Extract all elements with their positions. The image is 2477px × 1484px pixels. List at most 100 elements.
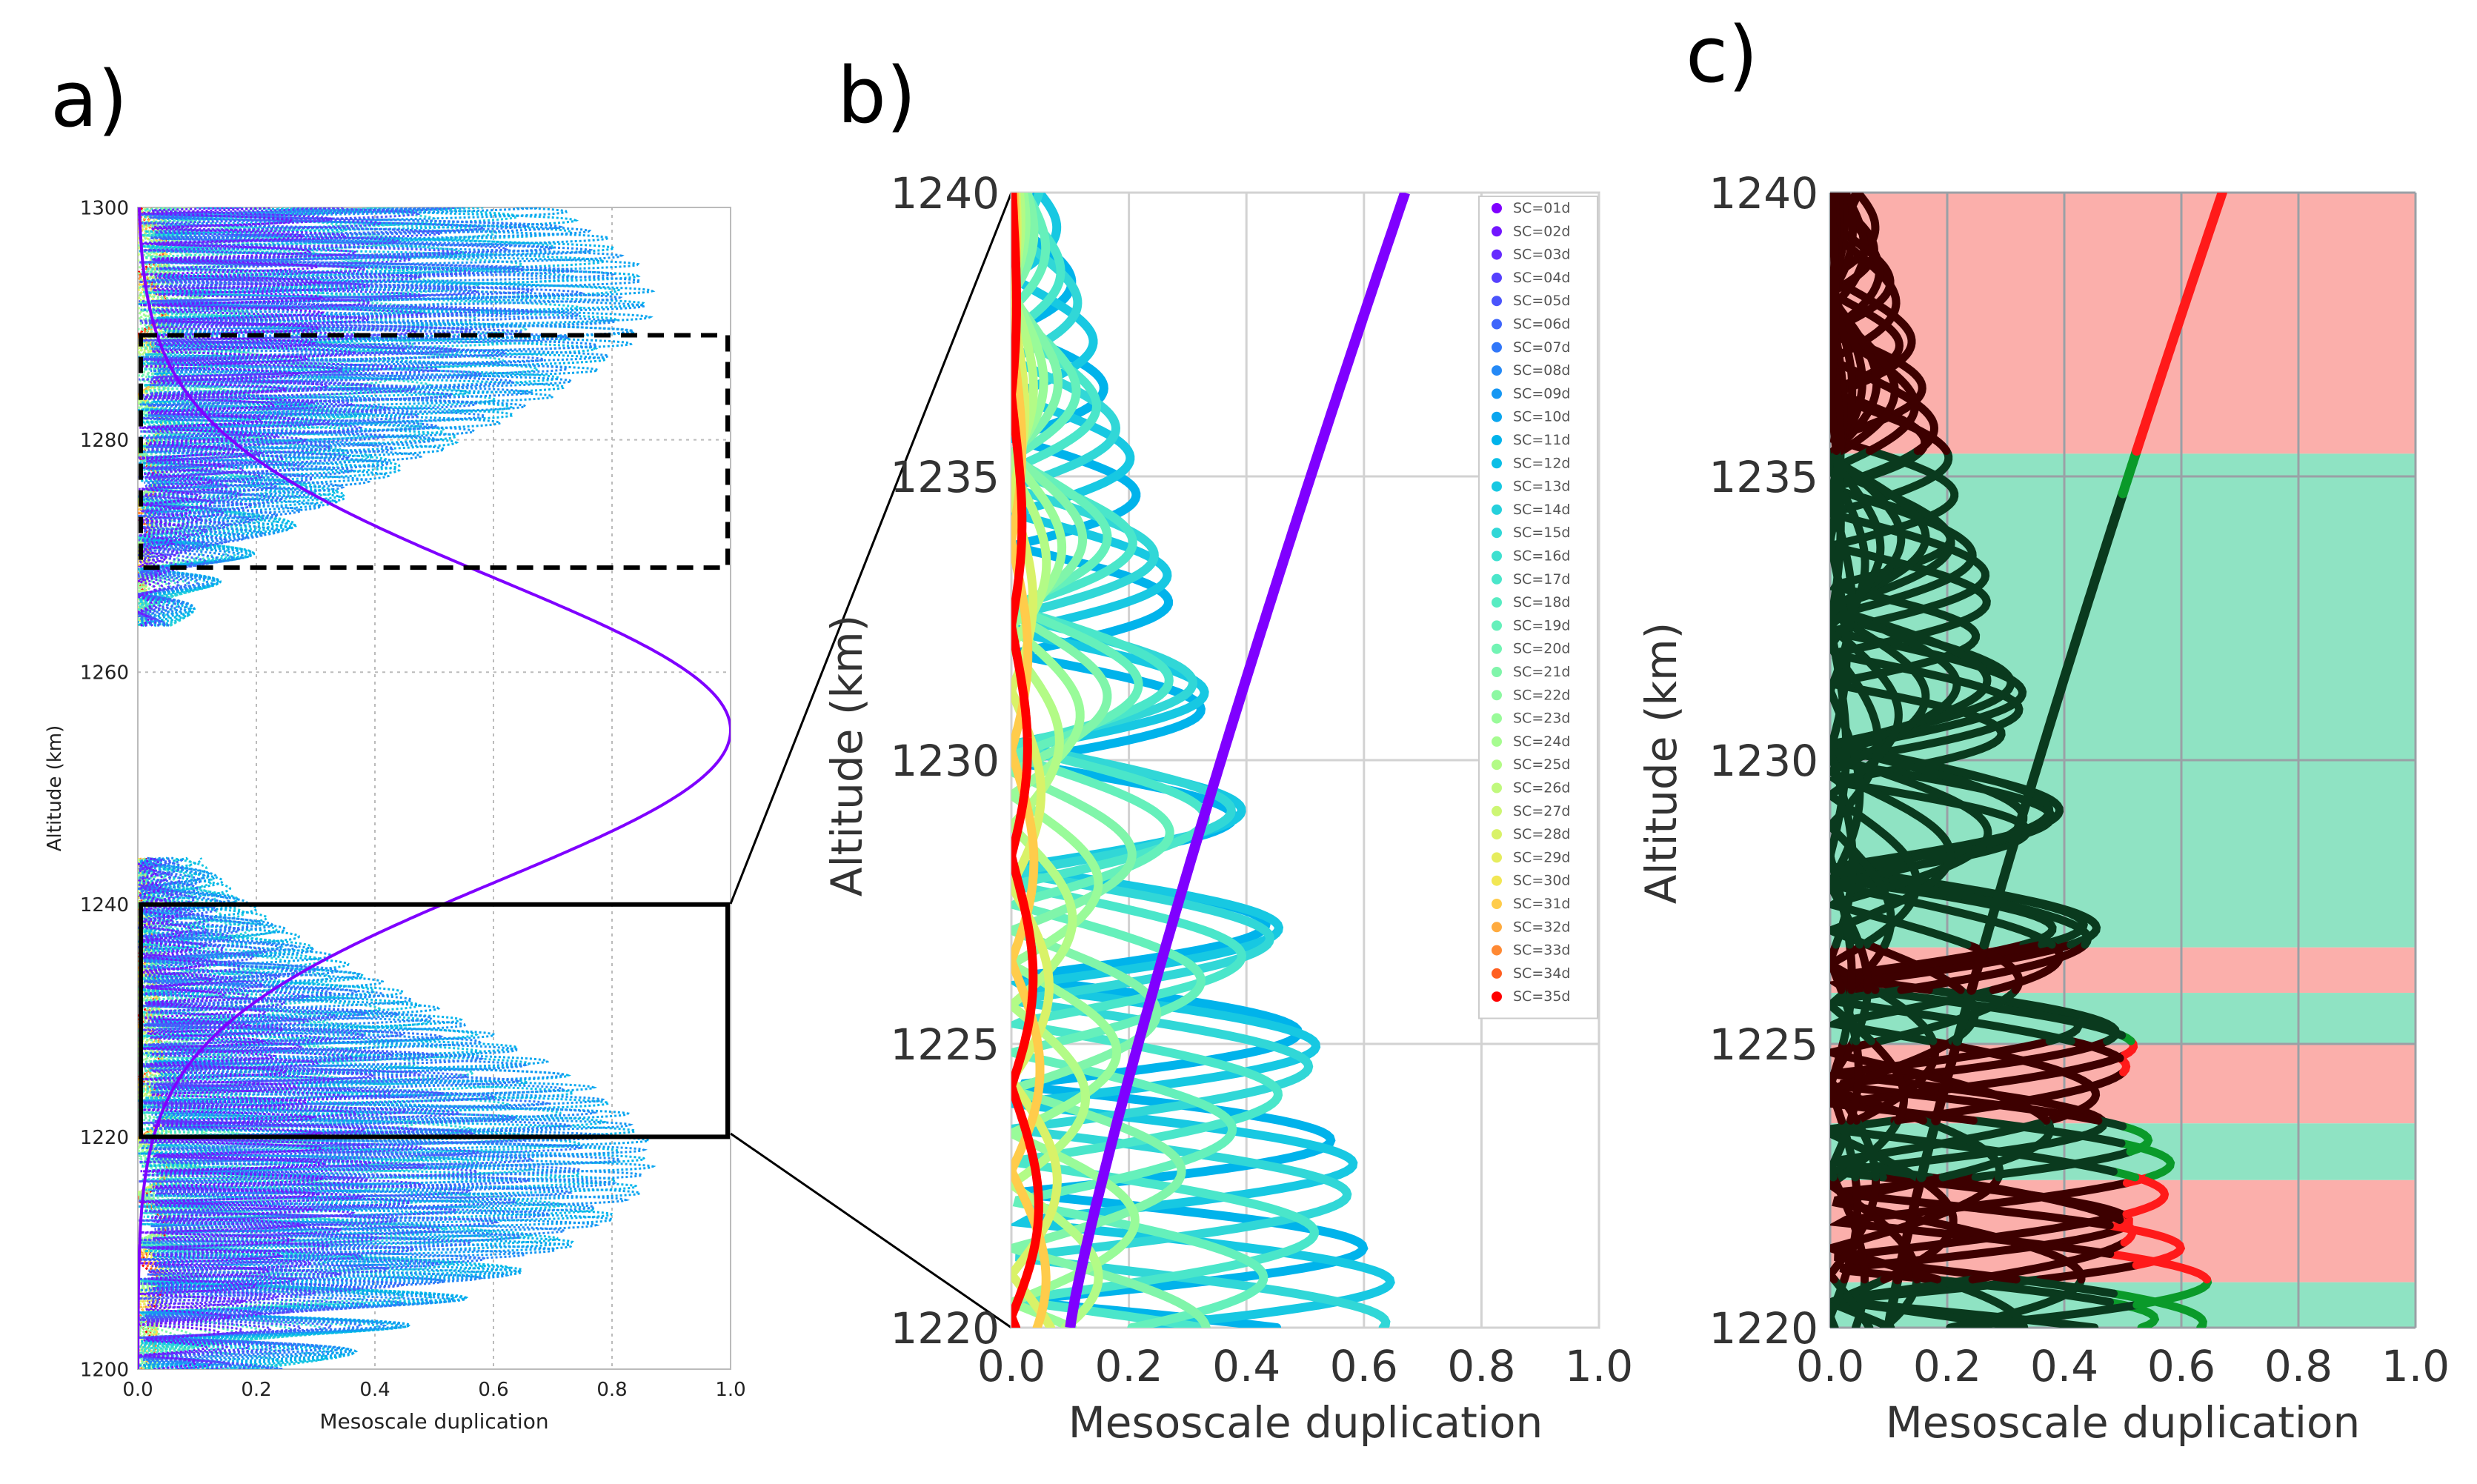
- panel-b-y-tick-label: 1230: [890, 736, 1000, 786]
- panel-c-series-SC=19d: [1946, 1275, 2086, 1328]
- panel-a-x-axis-label: Mesoscale duplication: [319, 1409, 548, 1434]
- panel-a-y-tick-label: 1280: [80, 430, 129, 452]
- panel-c-series-SC=17d: [1926, 1173, 2124, 1224]
- panel-c-band-above: [1830, 193, 2416, 454]
- panel-a-series-SC=11d: [138, 207, 647, 627]
- panel-b-series-SC=01d: [1065, 193, 1410, 1328]
- panel-c-series-SC=35d: [1830, 1037, 1848, 1125]
- legend-entry: SC=34d: [1513, 965, 1570, 982]
- legend-entry: SC=32d: [1513, 919, 1570, 935]
- panel-a-series-SC=15d: [138, 207, 479, 627]
- panel-a-x-tick-label: 0.2: [241, 1379, 271, 1401]
- legend-marker: [1492, 296, 1502, 307]
- legend-entry: SC=02d: [1513, 223, 1570, 239]
- panel-c-x-tick-label: 0.0: [1796, 1341, 1864, 1391]
- panel-c-series-SC=19d: [1938, 1116, 2055, 1182]
- panel-c-series-SC=23d: [1830, 193, 1866, 455]
- panel-c-series-SC=15d: [2012, 1275, 2118, 1298]
- legend-entry: SC=25d: [1513, 756, 1570, 773]
- panel-c-series-SC=28d: [1855, 940, 1872, 994]
- panel-c-series-SC=17d: [1830, 447, 2056, 949]
- panel-b-series-SC=25d: [1011, 193, 1103, 1328]
- legend-entry: SC=03d: [1513, 247, 1570, 263]
- panel-c-series-SC=13d: [2117, 1139, 2175, 1182]
- legend-entry: SC=30d: [1513, 873, 1570, 889]
- panel-c-series-SC=15d: [2122, 1173, 2170, 1219]
- legend-entry: SC=06d: [1513, 316, 1570, 333]
- legend-entry: SC=23d: [1513, 711, 1570, 727]
- panel-c-series-SC=01d: [1966, 939, 1989, 995]
- panel-c-x-tick-label: 1.0: [2381, 1341, 2450, 1391]
- panel-c-y-tick-label: 1230: [1709, 736, 1818, 786]
- legend-entry: SC=22d: [1513, 687, 1570, 703]
- panel-b-x-tick-label: 1.0: [1565, 1341, 1633, 1391]
- legend-entry: SC=15d: [1513, 525, 1570, 541]
- panel-c-series-SC=17d: [2115, 1216, 2136, 1247]
- legend-marker: [1492, 713, 1502, 724]
- panel-c-series-SC=28d: [1852, 1116, 1880, 1182]
- panel-label-c: c): [1686, 10, 1758, 100]
- legend-entry: SC=28d: [1513, 826, 1570, 842]
- legend-entry: SC=26d: [1513, 780, 1570, 796]
- legend-entry: SC=05d: [1513, 293, 1570, 309]
- legend-entry: SC=21d: [1513, 664, 1570, 680]
- panel-a-series-SC=04d: [138, 207, 428, 627]
- panel-a-x-tick-label: 0.6: [478, 1379, 508, 1401]
- legend-marker: [1492, 272, 1502, 283]
- legend-entry: SC=08d: [1513, 362, 1570, 379]
- zoom-connector-bottom: [730, 1132, 1012, 1329]
- legend-entry: SC=19d: [1513, 617, 1570, 633]
- legend-marker: [1492, 342, 1502, 353]
- legend-marker: [1492, 550, 1502, 562]
- panel-c-y-tick-label: 1225: [1709, 1019, 1818, 1070]
- panel-c-series-SC=35d: [1845, 940, 1856, 994]
- panel-c-series-SC=15d: [2109, 1289, 2207, 1328]
- panel-c-series-SC=25d: [1830, 447, 1895, 949]
- panel-c-series-SC=13d: [1830, 193, 1951, 455]
- panel-c-series-SC=31d: [1830, 940, 1846, 994]
- panel-c-x-tick-label: 0.6: [2147, 1341, 2215, 1391]
- panel-a-y-tick-label: 1260: [80, 662, 129, 685]
- legend-marker: [1492, 226, 1502, 237]
- legend-marker: [1492, 458, 1502, 469]
- panel-a-series-SC=14d: [138, 207, 536, 627]
- panel-c-series-SC=15d: [1834, 1210, 2131, 1284]
- panel-c-series-SC=28d: [1830, 1173, 1881, 1284]
- panel-a-x-tick-label: 0.8: [596, 1379, 627, 1401]
- panel-a-y-tick-label: 1300: [80, 197, 129, 219]
- legend-entry: SC=10d: [1513, 409, 1570, 425]
- panel-a-x-tick-label: 0.0: [122, 1379, 153, 1401]
- legend-entry: SC=33d: [1513, 942, 1570, 959]
- legend-marker: [1492, 643, 1502, 654]
- legend-marker: [1492, 759, 1502, 771]
- panel-label-a: a): [50, 54, 127, 144]
- legend-entry: SC=24d: [1513, 733, 1570, 750]
- legend-entry: SC=07d: [1513, 339, 1570, 356]
- legend-marker: [1492, 504, 1502, 515]
- panel-c-series-SC=11d: [2035, 1261, 2141, 1284]
- panel-c-series-SC=35d: [1830, 193, 1841, 455]
- legend-marker: [1492, 411, 1502, 422]
- panel-c-y-tick-label: 1220: [1709, 1303, 1818, 1354]
- panel-c-series-SC=21d: [1830, 447, 1955, 949]
- panel-c-series-SC=11d: [2094, 1116, 2127, 1131]
- panel-c-series-SC=11d: [2105, 1221, 2186, 1270]
- panel-c-x-tick-label: 0.8: [2264, 1341, 2333, 1391]
- zoom-connector-top: [729, 192, 1013, 905]
- legend-marker: [1492, 805, 1502, 816]
- legend-entry: SC=20d: [1513, 641, 1570, 657]
- legend-marker: [1492, 922, 1502, 933]
- panel-c-series-SC=23d: [1830, 1116, 1921, 1182]
- panel-b-x-axis-label: Mesoscale duplication: [1068, 1397, 1543, 1448]
- panel-b-y-tick-label: 1225: [890, 1019, 1000, 1070]
- panel-a-series-SC=10d: [138, 856, 656, 1369]
- panel-a-y-axis-label: Altitude (km): [44, 725, 66, 852]
- panel-b-y-axis-label: Altitude (km): [822, 615, 872, 896]
- panel-a-zoom-box-dashed: [139, 333, 730, 570]
- legend-marker: [1492, 875, 1502, 886]
- panel-a-series-SC=34d: [138, 207, 169, 627]
- panel-a-series-SC=06d: [139, 856, 533, 1369]
- panel-a-series-SC=03d: [138, 207, 372, 627]
- panel-a-series-SC=07d: [138, 207, 585, 627]
- panel-c-series-SC=21d: [1933, 1275, 2029, 1328]
